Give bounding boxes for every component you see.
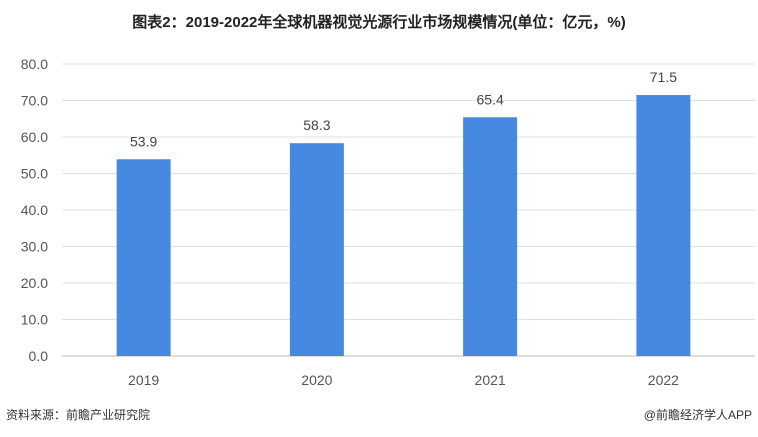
source-note: 资料来源：前瞻产业研究院	[6, 408, 151, 422]
data-label: 65.4	[477, 91, 504, 107]
y-tick-label: 50.0	[21, 166, 48, 182]
data-label: 71.5	[650, 69, 677, 85]
y-tick-label: 20.0	[21, 275, 48, 291]
chart-title: 图表2：2019-2022年全球机器视觉光源行业市场规模情况(单位：亿元，%)	[132, 14, 626, 31]
credit-note: @前瞻经济学人APP	[643, 408, 752, 422]
bar	[463, 117, 518, 356]
data-label: 53.9	[130, 133, 157, 149]
bar	[289, 143, 344, 356]
y-tick-label: 60.0	[21, 129, 48, 145]
y-tick-label: 10.0	[21, 312, 48, 328]
y-tick-label: 40.0	[21, 202, 48, 218]
y-tick-label: 30.0	[21, 239, 48, 255]
x-tick-label: 2022	[648, 372, 679, 388]
bar	[116, 159, 171, 356]
y-tick-label: 0.0	[29, 348, 49, 364]
x-tick-label: 2021	[475, 372, 506, 388]
x-tick-label: 2020	[301, 372, 332, 388]
y-tick-label: 70.0	[21, 93, 48, 109]
data-label: 58.3	[303, 117, 330, 133]
y-tick-label: 80.0	[21, 56, 48, 72]
x-tick-label: 2019	[128, 372, 159, 388]
bar	[636, 95, 691, 357]
